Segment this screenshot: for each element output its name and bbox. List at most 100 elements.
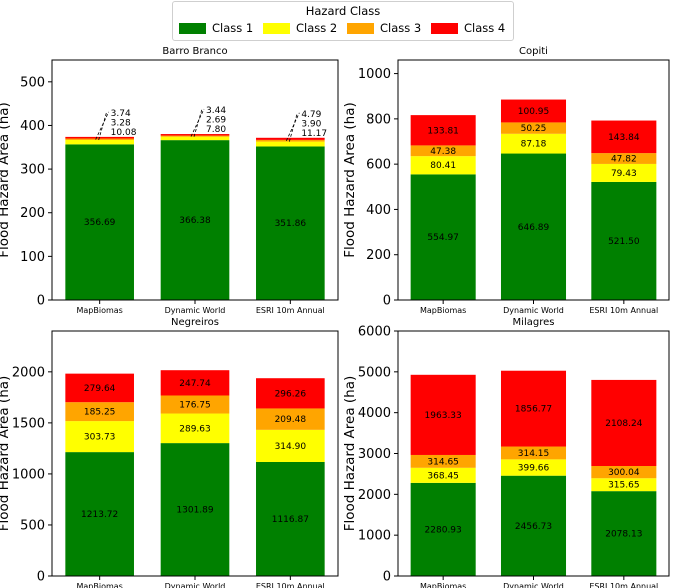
data-label: 79.43 xyxy=(611,169,637,179)
callout-leader xyxy=(288,112,298,142)
legend-title: Hazard Class xyxy=(305,4,381,18)
x-tick-label: MapBiomas xyxy=(420,582,466,588)
bar-segment-class-3 xyxy=(160,395,230,414)
plot-frame xyxy=(397,59,670,301)
data-label: 521.50 xyxy=(608,237,640,247)
bar-segment-class-3 xyxy=(410,145,476,157)
bar-segment-class-3 xyxy=(410,454,476,468)
bar-segment-class-4 xyxy=(410,115,476,146)
data-label: 3.74 xyxy=(111,109,131,119)
y-tick-label: 1000 xyxy=(358,67,391,82)
y-tick-label: 2000 xyxy=(358,488,391,503)
y-tick-label: 1000 xyxy=(12,467,45,482)
data-label: 2.69 xyxy=(206,116,226,126)
data-label: 303.73 xyxy=(84,433,116,443)
plot-frame xyxy=(397,330,670,577)
y-tick-label: 2000 xyxy=(12,365,45,380)
bar-segment-class-1 xyxy=(256,146,325,300)
y-tick-label: 0 xyxy=(383,294,391,309)
legend-label-class-3: Class 3 xyxy=(380,21,422,35)
bar-segment-class-2 xyxy=(160,136,230,141)
y-tick-label: 400 xyxy=(20,119,45,134)
y-axis-label: Flood Hazard Area (ha) xyxy=(342,102,358,258)
y-tick-label: 0 xyxy=(37,294,45,309)
legend-label-class-1: Class 1 xyxy=(212,21,254,35)
data-label: 1213.72 xyxy=(81,510,118,520)
bar-segment-class-3 xyxy=(591,153,657,164)
data-label: 176.75 xyxy=(179,401,211,411)
data-label: 47.38 xyxy=(430,147,456,157)
chart-title: Milagres xyxy=(513,317,555,328)
chart-title: Negreiros xyxy=(171,317,219,328)
bar-segment-class-2 xyxy=(410,467,476,483)
y-tick-label: 5000 xyxy=(358,365,391,380)
data-label: 314.65 xyxy=(427,457,459,467)
y-axis-label: Flood Hazard Area (ha) xyxy=(0,376,12,532)
bar-segment-class-1 xyxy=(65,452,134,576)
bar-segment-class-1 xyxy=(410,482,476,576)
bar-segment-class-2 xyxy=(65,139,134,145)
bar-segment-class-4 xyxy=(65,373,134,403)
bar-segment-class-2 xyxy=(500,459,567,476)
bar-segment-class-2 xyxy=(160,413,230,444)
data-label: 2280.93 xyxy=(425,525,462,535)
data-label: 47.82 xyxy=(611,155,637,165)
bar-segment-class-1 xyxy=(500,153,567,300)
data-label: 314.15 xyxy=(518,449,550,459)
bar-segment-class-1 xyxy=(591,181,657,300)
data-label: 2078.13 xyxy=(605,530,642,540)
data-label: 279.64 xyxy=(84,384,116,394)
y-tick-label: 300 xyxy=(20,163,45,178)
bar-segment-class-2 xyxy=(591,478,657,492)
data-label: 2456.73 xyxy=(515,522,552,532)
data-label: 289.63 xyxy=(179,424,211,434)
bar-segment-class-2 xyxy=(500,133,567,154)
bar-segment-class-1 xyxy=(256,461,325,576)
data-label: 296.26 xyxy=(275,389,307,399)
callout-leader xyxy=(193,108,203,137)
callout-leader xyxy=(285,112,300,142)
x-tick-label: Dynamic World xyxy=(503,306,564,315)
x-tick-label: Dynamic World xyxy=(165,582,226,588)
data-label: 314.90 xyxy=(275,442,307,452)
data-label: 7.80 xyxy=(206,125,226,135)
legend-label-class-2: Class 2 xyxy=(296,21,338,35)
legend-swatch-class-4 xyxy=(431,23,458,34)
bar-segment-class-4 xyxy=(591,379,657,467)
chart-panel-4: Milagres 0 1000 2000 3000 4000 5000 6000 Flood H… xyxy=(342,317,670,588)
chart-title: Copiti xyxy=(519,46,548,57)
data-label: 351.86 xyxy=(275,219,307,229)
bar-segment-class-4 xyxy=(256,378,325,409)
bar-segment-class-2 xyxy=(256,141,325,147)
data-label: 366.38 xyxy=(179,216,211,226)
bar-segment-class-1 xyxy=(500,475,567,576)
y-tick-label: 600 xyxy=(366,158,391,173)
legend-swatch-class-3 xyxy=(347,23,374,34)
x-tick-label: ESRI 10m Annual xyxy=(589,582,658,588)
bar-segment-class-3 xyxy=(256,408,325,430)
bar-segment-class-1 xyxy=(410,174,476,300)
data-label: 11.17 xyxy=(301,129,327,139)
data-label: 3.90 xyxy=(301,119,321,129)
bar-segment-class-3 xyxy=(160,135,230,137)
bar-segment-class-2 xyxy=(410,156,476,175)
plot-frame xyxy=(51,330,339,577)
data-label: 100.95 xyxy=(518,107,550,117)
data-label: 368.45 xyxy=(427,471,459,481)
data-label: 554.97 xyxy=(427,233,459,243)
x-tick-label: MapBiomas xyxy=(76,306,122,315)
data-label: 87.18 xyxy=(521,140,547,150)
bar-segment-class-1 xyxy=(65,144,134,300)
data-label: 247.74 xyxy=(179,379,211,389)
y-tick-label: 500 xyxy=(20,75,45,90)
chart-title: Barro Branco xyxy=(162,46,227,57)
y-tick-label: 4000 xyxy=(358,406,391,421)
x-tick-label: Dynamic World xyxy=(165,306,226,315)
bar-segment-class-3 xyxy=(591,466,657,479)
bar-segment-class-4 xyxy=(160,370,230,396)
x-tick-label: ESRI 10m Annual xyxy=(589,306,658,315)
y-tick-label: 500 xyxy=(20,518,45,533)
bar-segment-class-3 xyxy=(65,402,134,422)
bar-segment-class-3 xyxy=(65,138,134,140)
y-axis-label: Flood Hazard Area (ha) xyxy=(342,376,358,532)
